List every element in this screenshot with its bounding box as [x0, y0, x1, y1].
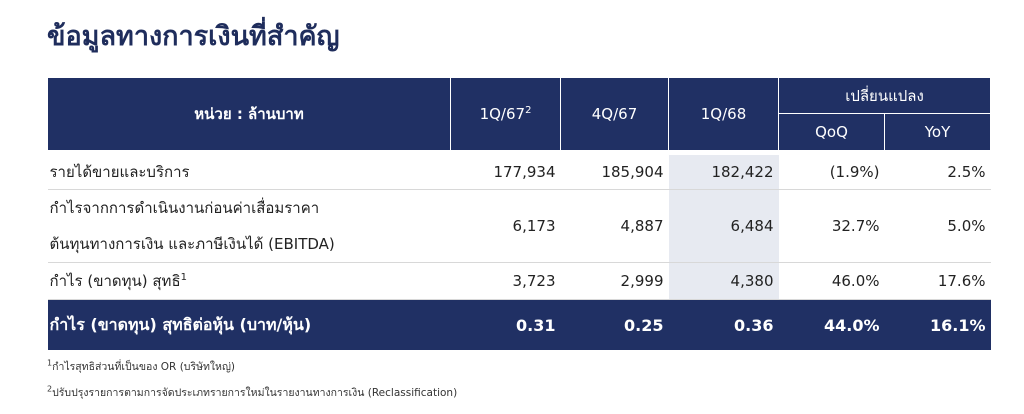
row-label: กำไร (ขาดทุน) สุทธิต่อหุ้น (บาท/หุ้น) — [47, 299, 451, 350]
cell: 185,904 — [560, 155, 669, 190]
cell: (1.9%) — [778, 155, 885, 190]
footnote-text: กำไรสุทธิส่วนที่เป็นของ OR (บริษัทใหญ่) — [52, 361, 236, 373]
row: กำไร (ขาดทุน) สุทธิต่อหุ้น (บาท/หุ้น) 0.… — [47, 299, 991, 350]
cell: 0.25 — [560, 299, 669, 350]
title: ข้อมูลทางการเงินที่สำคัญ — [47, 21, 340, 52]
row-label: รายได้ขายและบริการ — [47, 155, 451, 190]
footnote: 2ปรับปรุงรายการตามการจัดประเภทรายการใหม่… — [47, 384, 457, 401]
footnote: 1กำไรสุทธิส่วนที่เป็นของ OR (บริษัทใหญ่) — [47, 358, 235, 375]
cell: 46.0% — [778, 262, 885, 300]
financial-table: หน่วย : ล้านบาท 1Q/672 4Q/67 1Q/68 เปลี่… — [47, 77, 991, 350]
footnote-mark: 1 — [180, 272, 187, 283]
label-line: กำไรจากการดำเนินงานก่อนค่าเสื่อมราคา — [49, 199, 320, 217]
footnote-text: ปรับปรุงรายการตามการจัดประเภทรายการใหม่ใ… — [52, 387, 458, 399]
cell: 0.31 — [450, 299, 561, 350]
column-header: 1Q/68 — [668, 77, 779, 151]
cell: 3,723 — [450, 262, 561, 300]
cell: 177,934 — [450, 155, 561, 190]
cell: 5.0% — [884, 189, 991, 263]
cell: 4,887 — [560, 189, 669, 263]
cell: 44.0% — [778, 299, 885, 350]
change-header: เปลี่ยนแปลง — [778, 77, 991, 114]
cell: 2,999 — [560, 262, 669, 300]
cell: 16.1% — [884, 299, 991, 350]
column-label: 1Q/67 — [479, 105, 526, 123]
footnote-mark: 2 — [47, 384, 53, 394]
cell: 32.7% — [778, 189, 885, 263]
footnote-mark: 1 — [47, 358, 53, 368]
cell: 4,380 — [668, 262, 779, 300]
label-line: ต้นทุนทางการเงิน และภาษีเงินได้ (EBITDA) — [49, 235, 335, 253]
footnote-mark: 2 — [525, 105, 532, 116]
row-label: กำไรจากการดำเนินงานก่อนค่าเสื่อมราคาต้นท… — [47, 189, 451, 263]
unit-header: หน่วย : ล้านบาท — [47, 77, 451, 151]
cell: 6,173 — [450, 189, 561, 263]
cell: 0.36 — [668, 299, 779, 350]
row: รายได้ขายและบริการ 177,934 185,904 182,4… — [47, 155, 991, 190]
column-header: 4Q/67 — [560, 77, 669, 151]
row-label: กำไร (ขาดทุน) สุทธิ1 — [47, 262, 451, 300]
cell: 6,484 — [668, 189, 779, 263]
cell: 17.6% — [884, 262, 991, 300]
cell: 182,422 — [668, 155, 779, 190]
cell: 2.5% — [884, 155, 991, 190]
column-header: 1Q/672 — [450, 77, 561, 151]
label-text: กำไร (ขาดทุน) สุทธิ — [49, 272, 181, 290]
row: กำไร (ขาดทุน) สุทธิ1 3,723 2,999 4,380 4… — [47, 262, 991, 300]
column-header: YoY — [884, 113, 991, 151]
column-header: QoQ — [778, 113, 885, 151]
row: กำไรจากการดำเนินงานก่อนค่าเสื่อมราคาต้นท… — [47, 189, 991, 263]
